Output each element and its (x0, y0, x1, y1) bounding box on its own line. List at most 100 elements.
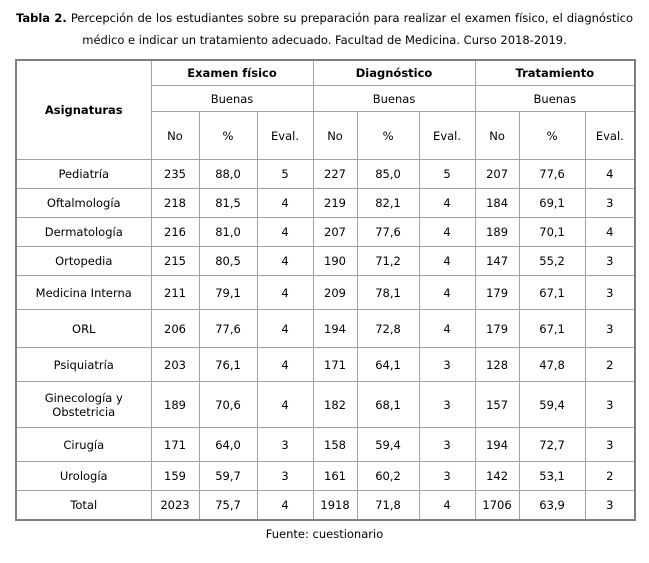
value-cell: 67,1 (518, 309, 586, 349)
value-cell: 3 (584, 309, 636, 349)
subheader-buenas: Buenas (312, 85, 476, 113)
value-cell: 82,1 (356, 188, 420, 219)
asignatura-cell: Urología (15, 461, 152, 492)
value-cell: 3 (418, 427, 476, 463)
value-cell: 55,2 (518, 246, 586, 277)
value-cell: 70,6 (198, 381, 258, 429)
value-cell: 219 (312, 188, 358, 219)
value-cell: 64,1 (356, 347, 420, 383)
metric-header-no: No (150, 111, 200, 161)
value-cell: 3 (584, 246, 636, 277)
value-cell: 171 (312, 347, 358, 383)
table-row: Cirugía 171 64,0 3 158 59,4 3 194 72,7 3 (15, 427, 636, 463)
asignatura-cell: ORL (15, 309, 152, 349)
value-cell: 4 (418, 309, 476, 349)
asignatura-cell: Total (15, 490, 152, 521)
header-row-groups: Asignaturas Examen físico Diagnóstico Tr… (15, 59, 636, 161)
value-cell: 64,0 (198, 427, 258, 463)
value-cell: 4 (584, 217, 636, 248)
value-cell: 218 (150, 188, 200, 219)
value-cell: 4 (418, 275, 476, 311)
group-header-examen-fisico: Examen físico (150, 59, 314, 87)
value-cell: 189 (150, 381, 200, 429)
value-cell: 158 (312, 427, 358, 463)
value-cell: 3 (584, 381, 636, 429)
value-cell: 68,1 (356, 381, 420, 429)
metric-header-no: No (312, 111, 358, 161)
subheader-buenas: Buenas (150, 85, 314, 113)
value-cell: 206 (150, 309, 200, 349)
metric-header-no: No (474, 111, 520, 161)
value-cell: 67,1 (518, 275, 586, 311)
value-cell: 3 (584, 427, 636, 463)
table-body: Pediatría 235 88,0 5 227 85,0 5 207 77,6 4 Oftalmo… (15, 159, 636, 521)
value-cell: 1918 (312, 490, 358, 521)
value-cell: 75,7 (198, 490, 258, 521)
value-cell: 194 (474, 427, 520, 463)
value-cell: 5 (418, 159, 476, 190)
value-cell: 190 (312, 246, 358, 277)
value-cell: 147 (474, 246, 520, 277)
value-cell: 215 (150, 246, 200, 277)
value-cell: 207 (474, 159, 520, 190)
table-row: Urología 159 59,7 3 161 60,2 3 142 53,1 2 (15, 461, 636, 492)
value-cell: 4 (256, 347, 314, 383)
data-table: Asignaturas Examen físico Diagnóstico Tr… (15, 58, 637, 521)
table-row: Dermatología 216 81,0 4 207 77,6 4 189 70,1 4 (15, 217, 636, 248)
value-cell: 72,7 (518, 427, 586, 463)
value-cell: 70,1 (518, 217, 586, 248)
value-cell: 128 (474, 347, 520, 383)
value-cell: 184 (474, 188, 520, 219)
value-cell: 60,2 (356, 461, 420, 492)
source-note: Fuente: cuestionario (265, 526, 384, 541)
table-row: Psiquiatría 203 76,1 4 171 64,1 3 128 47,8 2 (15, 347, 636, 383)
value-cell: 79,1 (198, 275, 258, 311)
table-row: Ginecología y Obstetricia 189 70,6 4 182 68,1… (15, 381, 636, 429)
value-cell: 3 (584, 275, 636, 311)
value-cell: 182 (312, 381, 358, 429)
value-cell: 203 (150, 347, 200, 383)
table-caption-text: Percepción de los estudiantes sobre su p… (70, 11, 634, 47)
value-cell: 227 (312, 159, 358, 190)
header-row-buenas: Buenas Buenas Buenas (16, 85, 636, 113)
metric-header-pct: % (518, 111, 586, 161)
value-cell: 72,8 (356, 309, 420, 349)
value-cell: 77,6 (198, 309, 258, 349)
value-cell: 71,2 (356, 246, 420, 277)
table-row: ORL 206 77,6 4 194 72,8 4 179 67,1 3 (15, 309, 636, 349)
value-cell: 4 (256, 188, 314, 219)
value-cell: 3 (256, 427, 314, 463)
value-cell: 2 (584, 347, 636, 383)
value-cell: 80,5 (198, 246, 258, 277)
value-cell: 4 (418, 217, 476, 248)
value-cell: 53,1 (518, 461, 586, 492)
value-cell: 161 (312, 461, 358, 492)
value-cell: 81,0 (198, 217, 258, 248)
value-cell: 5 (256, 159, 314, 190)
header-row-metrics: No % Eval. No % Eval. No % Eval. (16, 111, 636, 161)
value-cell: 3 (584, 188, 636, 219)
value-cell: 171 (150, 427, 200, 463)
value-cell: 216 (150, 217, 200, 248)
value-cell: 81,5 (198, 188, 258, 219)
value-cell: 179 (474, 309, 520, 349)
metric-header-eval: Eval. (584, 111, 636, 161)
value-cell: 207 (312, 217, 358, 248)
table-row: Medicina Interna 211 79,1 4 209 78,1 4 179 67,1 3 (15, 275, 636, 311)
value-cell: 194 (312, 309, 358, 349)
value-cell: 4 (256, 490, 314, 521)
asignatura-cell: Psiquiatría (15, 347, 152, 383)
value-cell: 209 (312, 275, 358, 311)
value-cell: 4 (256, 246, 314, 277)
value-cell: 189 (474, 217, 520, 248)
value-cell: 77,6 (518, 159, 586, 190)
value-cell: 69,1 (518, 188, 586, 219)
value-cell: 4 (418, 188, 476, 219)
value-cell: 63,9 (518, 490, 586, 521)
value-cell: 1706 (474, 490, 520, 521)
table-row: Ortopedia 215 80,5 4 190 71,2 4 147 55,2 3 (15, 246, 636, 277)
metric-header-eval: Eval. (418, 111, 476, 161)
value-cell: 157 (474, 381, 520, 429)
asignatura-cell: Medicina Interna (15, 275, 152, 311)
table-row: Pediatría 235 88,0 5 227 85,0 5 207 77,6 4 (15, 159, 636, 190)
